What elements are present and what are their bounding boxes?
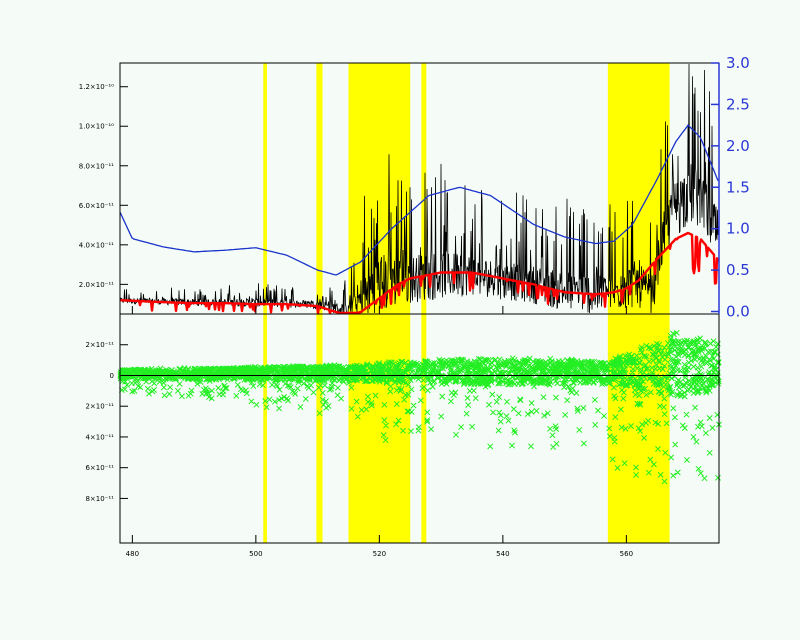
top-series xyxy=(119,63,720,315)
masked-region-top-4 xyxy=(607,63,670,314)
top-left-tick-label: 1.0×10⁻¹⁰ xyxy=(79,123,114,131)
right-tick-label: 1.5 xyxy=(726,178,750,196)
top-left-tick-label: 2.0×10⁻¹¹ xyxy=(79,281,114,289)
bottom-left-tick-label: 8×10⁻¹¹ xyxy=(85,495,114,503)
masked-region-bottom-2 xyxy=(348,314,411,543)
top-left-tick-label: 6.0×10⁻¹¹ xyxy=(79,202,114,210)
masked-region-bottom-3 xyxy=(421,314,427,543)
right-tick-label: 1.0 xyxy=(726,220,750,238)
right-tick-label: 2.5 xyxy=(726,95,750,113)
bottom-left-tick-label: 2×10⁻¹¹ xyxy=(85,341,114,349)
x-tick-label: 520 xyxy=(373,550,386,558)
masked-region-bottom-1 xyxy=(316,314,323,543)
right-tick-label: 0.0 xyxy=(726,303,750,321)
bottom-left-tick-label: 0 xyxy=(110,372,114,380)
right-tick-label: 2.0 xyxy=(726,137,750,155)
top-left-tick-label: 8.0×10⁻¹¹ xyxy=(79,162,114,170)
bottom-left-tick-label: 4×10⁻¹¹ xyxy=(85,433,114,441)
axes: 2.0×10⁻¹¹ 4.0×10⁻¹¹ 6.0×10⁻¹¹ 8.0×10⁻¹¹ 1.0×… xyxy=(79,54,750,558)
top-left-tick-label: 1.2×10⁻¹⁰ xyxy=(79,83,114,91)
masked-region-top-2 xyxy=(348,63,411,314)
masked-region-bottom-0 xyxy=(263,314,267,543)
right-tick-label: 0.5 xyxy=(726,261,750,279)
x-tick-label: 540 xyxy=(496,550,509,558)
model-spectrum-line xyxy=(119,231,720,315)
right-tick-label: 3.0 xyxy=(726,54,750,72)
x-tick-label: 500 xyxy=(249,550,262,558)
bottom-left-tick-label: 2×10⁻¹¹ xyxy=(85,403,114,411)
ratio-curve-line xyxy=(119,124,719,276)
bottom-plot-frame xyxy=(119,313,720,544)
masked-region-top-3 xyxy=(421,63,427,314)
x-tick-label: 480 xyxy=(126,550,139,558)
top-left-tick-label: 4.0×10⁻¹¹ xyxy=(79,241,114,249)
masked-region-top-1 xyxy=(316,63,323,314)
bottom-left-tick-label: 6×10⁻¹¹ xyxy=(85,464,114,472)
masked-region-top-0 xyxy=(263,63,267,314)
top-masked-regions xyxy=(263,63,670,314)
x-tick-label: 560 xyxy=(620,550,633,558)
